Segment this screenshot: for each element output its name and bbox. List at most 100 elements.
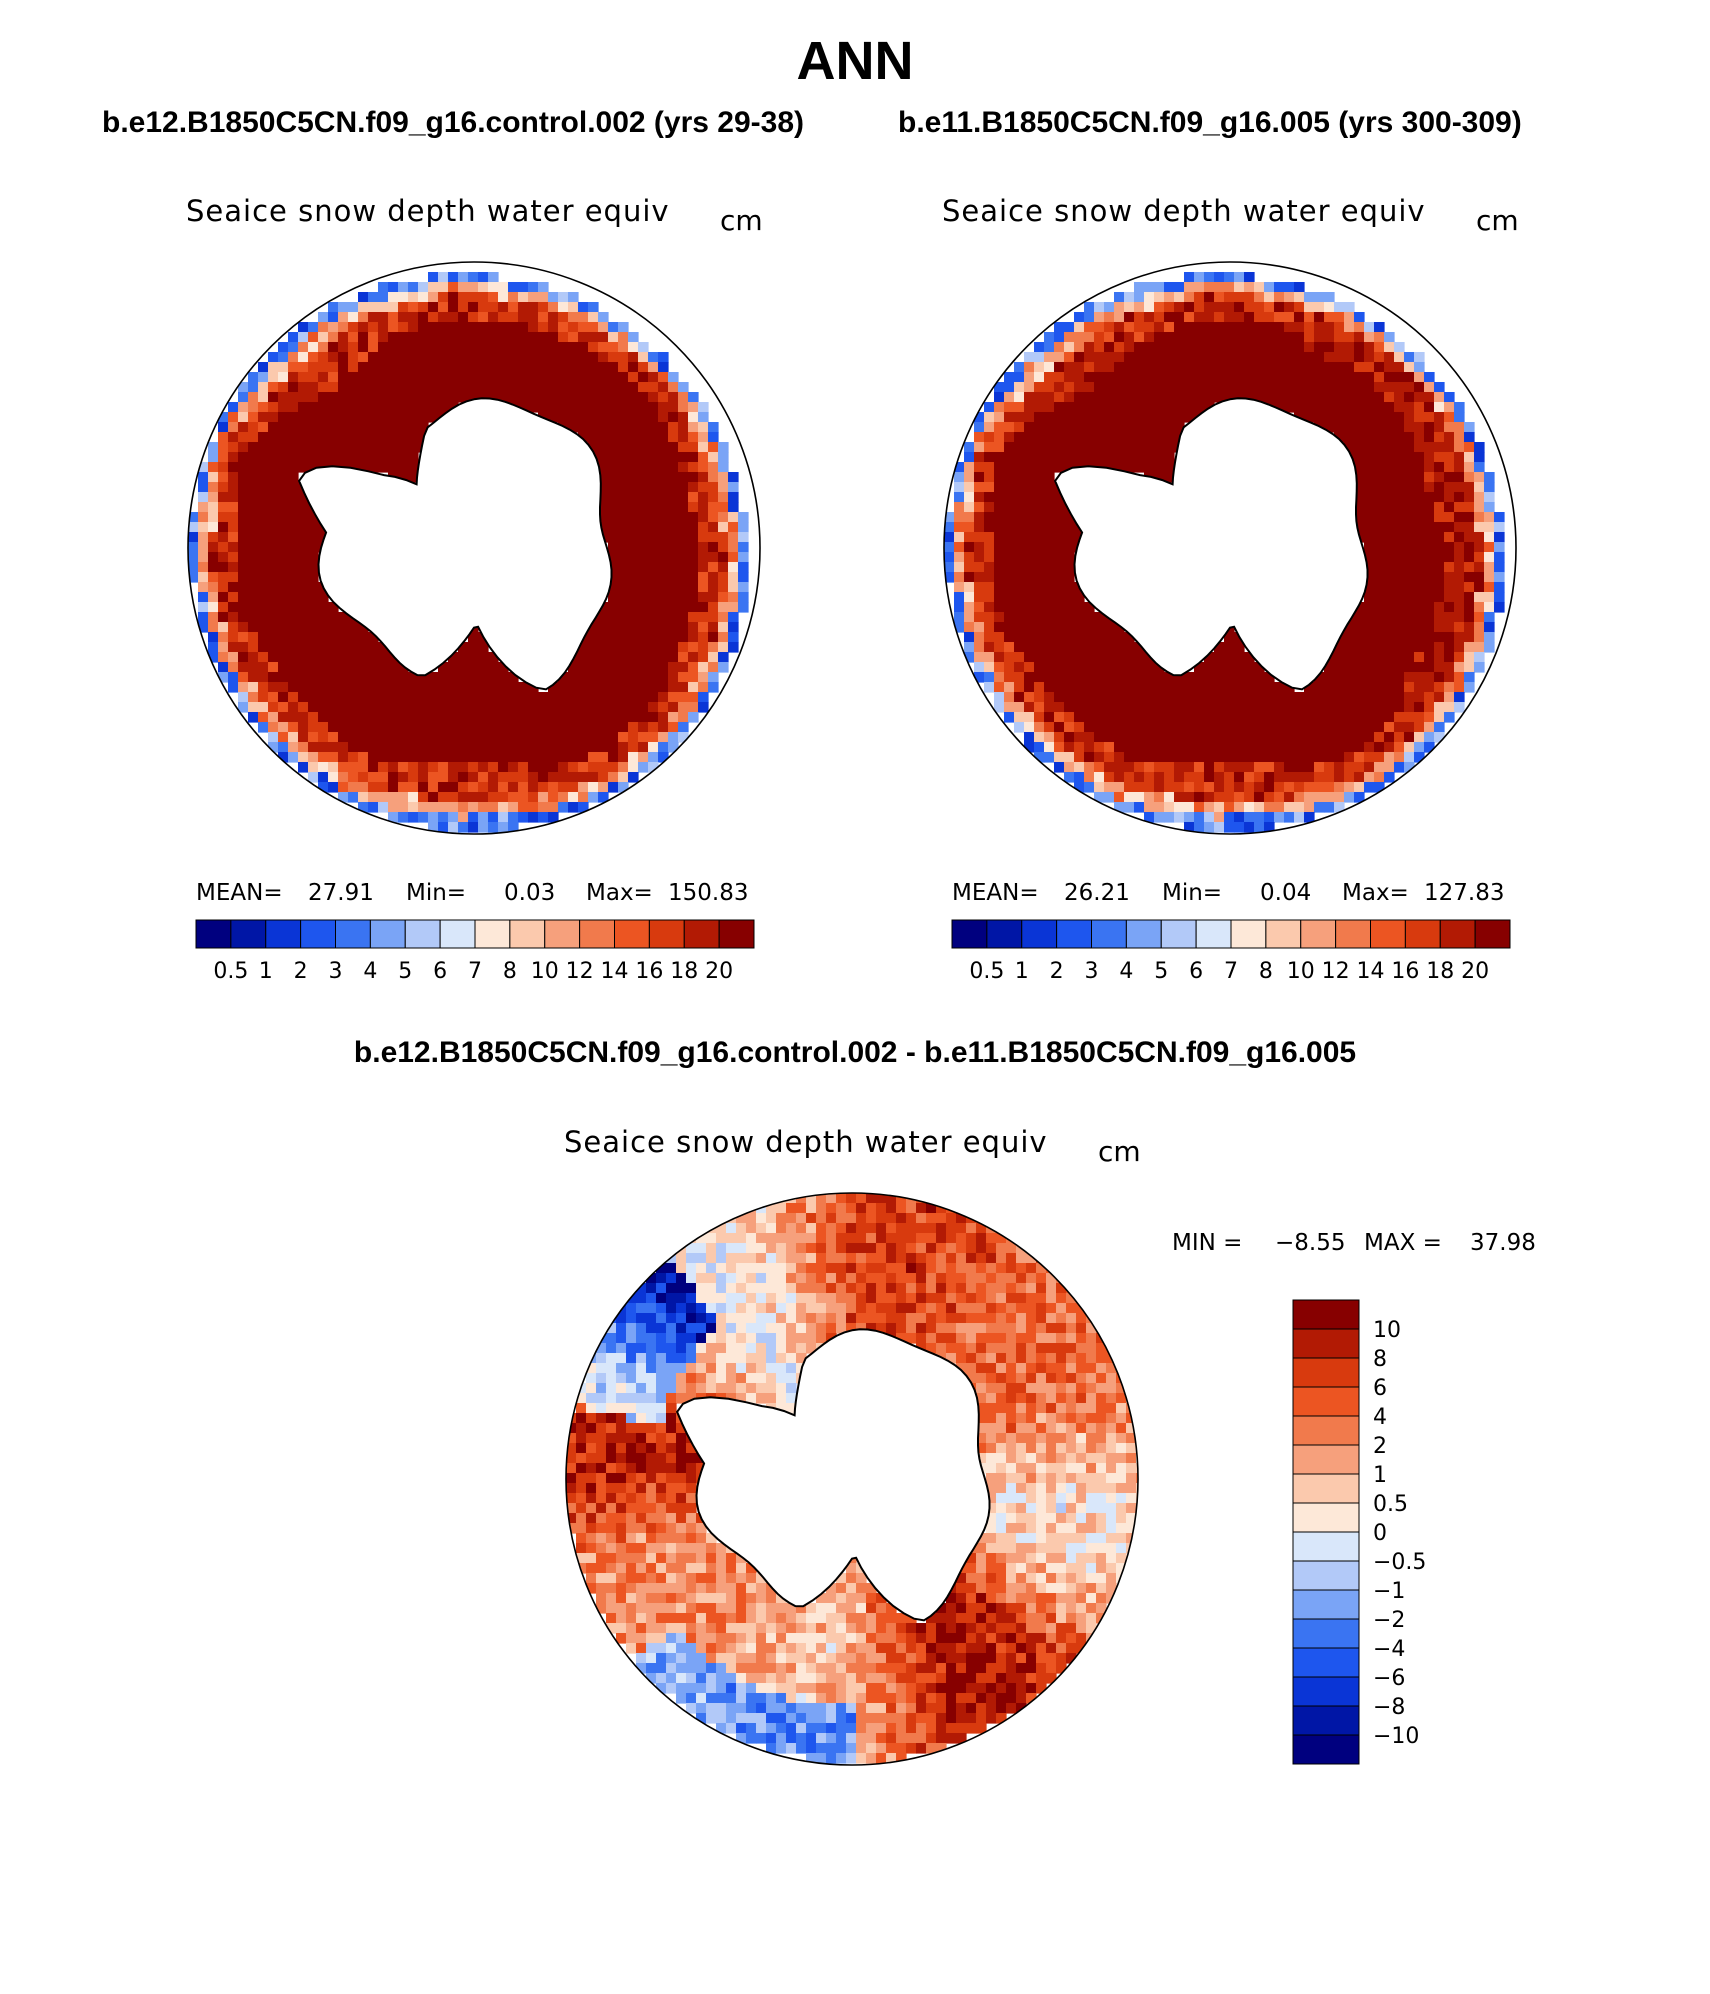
map-cell: [1254, 682, 1265, 693]
map-cell: [1364, 682, 1375, 693]
map-cell: [408, 462, 419, 473]
map-cell: [964, 532, 975, 543]
map-cell: [1344, 672, 1355, 683]
map-cell: [716, 1353, 727, 1364]
map-cell: [986, 1533, 997, 1544]
map-cell: [728, 572, 739, 583]
map-cell: [288, 602, 299, 613]
map-cell: [358, 392, 369, 403]
map-cell: [608, 662, 619, 673]
map-cell: [1424, 512, 1435, 523]
map-cell: [268, 682, 279, 693]
map-cell: [408, 812, 419, 823]
map-cell: [676, 1363, 687, 1374]
map-cell: [1184, 802, 1195, 813]
map-cell: [698, 652, 709, 663]
map-cell: [188, 562, 199, 573]
map-cell: [568, 352, 579, 363]
map-cell: [718, 582, 729, 593]
map-cell: [1474, 462, 1485, 473]
map-cell: [358, 382, 369, 393]
map-cell: [608, 402, 619, 413]
map-cell: [528, 402, 539, 413]
map-cell: [328, 342, 339, 353]
map-cell: [648, 362, 659, 373]
map-cell: [646, 1463, 657, 1474]
map-cell: [964, 522, 975, 533]
map-cell: [698, 502, 709, 513]
map-cell: [1344, 732, 1355, 743]
map-cell: [1094, 792, 1105, 803]
map-cell: [596, 1383, 607, 1394]
map-cell: [1016, 1363, 1027, 1374]
map-cell: [1124, 422, 1135, 433]
map-cell: [646, 1373, 657, 1384]
map-cell: [886, 1203, 897, 1214]
map-cell: [756, 1233, 767, 1244]
map-cell: [994, 402, 1005, 413]
map-cell: [1124, 402, 1135, 413]
map-cell: [238, 462, 249, 473]
map-cell: [288, 432, 299, 443]
map-cell: [936, 1213, 947, 1224]
map-cell: [438, 792, 449, 803]
map-cell: [318, 722, 329, 733]
map-cell: [208, 602, 219, 613]
map-cell: [986, 1363, 997, 1374]
map-cell: [288, 622, 299, 633]
map-cell: [1334, 792, 1345, 803]
map-cell: [298, 532, 309, 543]
map-cell: [468, 382, 479, 393]
map-cell: [1194, 282, 1205, 293]
map-cell: [1454, 612, 1465, 623]
map-cell: [1234, 822, 1245, 833]
map-cell: [1204, 742, 1215, 753]
map-cell: [458, 352, 469, 363]
map-cell: [1094, 332, 1105, 343]
map-cell: [1056, 1483, 1067, 1494]
map-cell: [1304, 762, 1315, 773]
map-cell: [996, 1513, 1007, 1524]
map-cell: [1344, 412, 1355, 423]
map-cell: [944, 542, 955, 553]
map-cell: [1114, 622, 1125, 633]
map-cell: [1174, 332, 1185, 343]
map-cell: [646, 1453, 657, 1464]
map-cell: [776, 1383, 787, 1394]
map-cell: [1044, 562, 1055, 573]
map-cell: [598, 672, 609, 683]
map-cell: [1384, 722, 1395, 733]
map-cell: [1124, 752, 1135, 763]
map-cell: [1444, 712, 1455, 723]
map-cell: [876, 1243, 887, 1254]
map-cell: [408, 342, 419, 353]
map-cell: [298, 322, 309, 333]
map-cell: [994, 632, 1005, 643]
map-cell: [358, 762, 369, 773]
map-cell: [576, 1483, 587, 1494]
map-cell: [586, 1533, 597, 1544]
map-cell: [618, 672, 629, 683]
map-cell: [608, 652, 619, 663]
map-cell: [566, 1423, 577, 1434]
map-cell: [1074, 452, 1085, 463]
map-cell: [268, 712, 279, 723]
map-cell: [1126, 1483, 1137, 1494]
map-cell: [896, 1293, 907, 1304]
map-cell: [1126, 1433, 1137, 1444]
map-cell: [916, 1213, 927, 1224]
map-cell: [258, 692, 269, 703]
map-cell: [1134, 322, 1145, 333]
map-cell: [1384, 342, 1395, 353]
map-cell: [1384, 402, 1395, 413]
map-cell: [438, 402, 449, 413]
map-cell: [676, 1303, 687, 1314]
map-cell: [636, 1483, 647, 1494]
map-cell: [1334, 312, 1345, 323]
map-cell: [1046, 1303, 1057, 1314]
map-cell: [668, 372, 679, 383]
map-cell: [618, 682, 629, 693]
map-cell: [1274, 752, 1285, 763]
map-cell: [1074, 682, 1085, 693]
map-cell: [228, 552, 239, 563]
